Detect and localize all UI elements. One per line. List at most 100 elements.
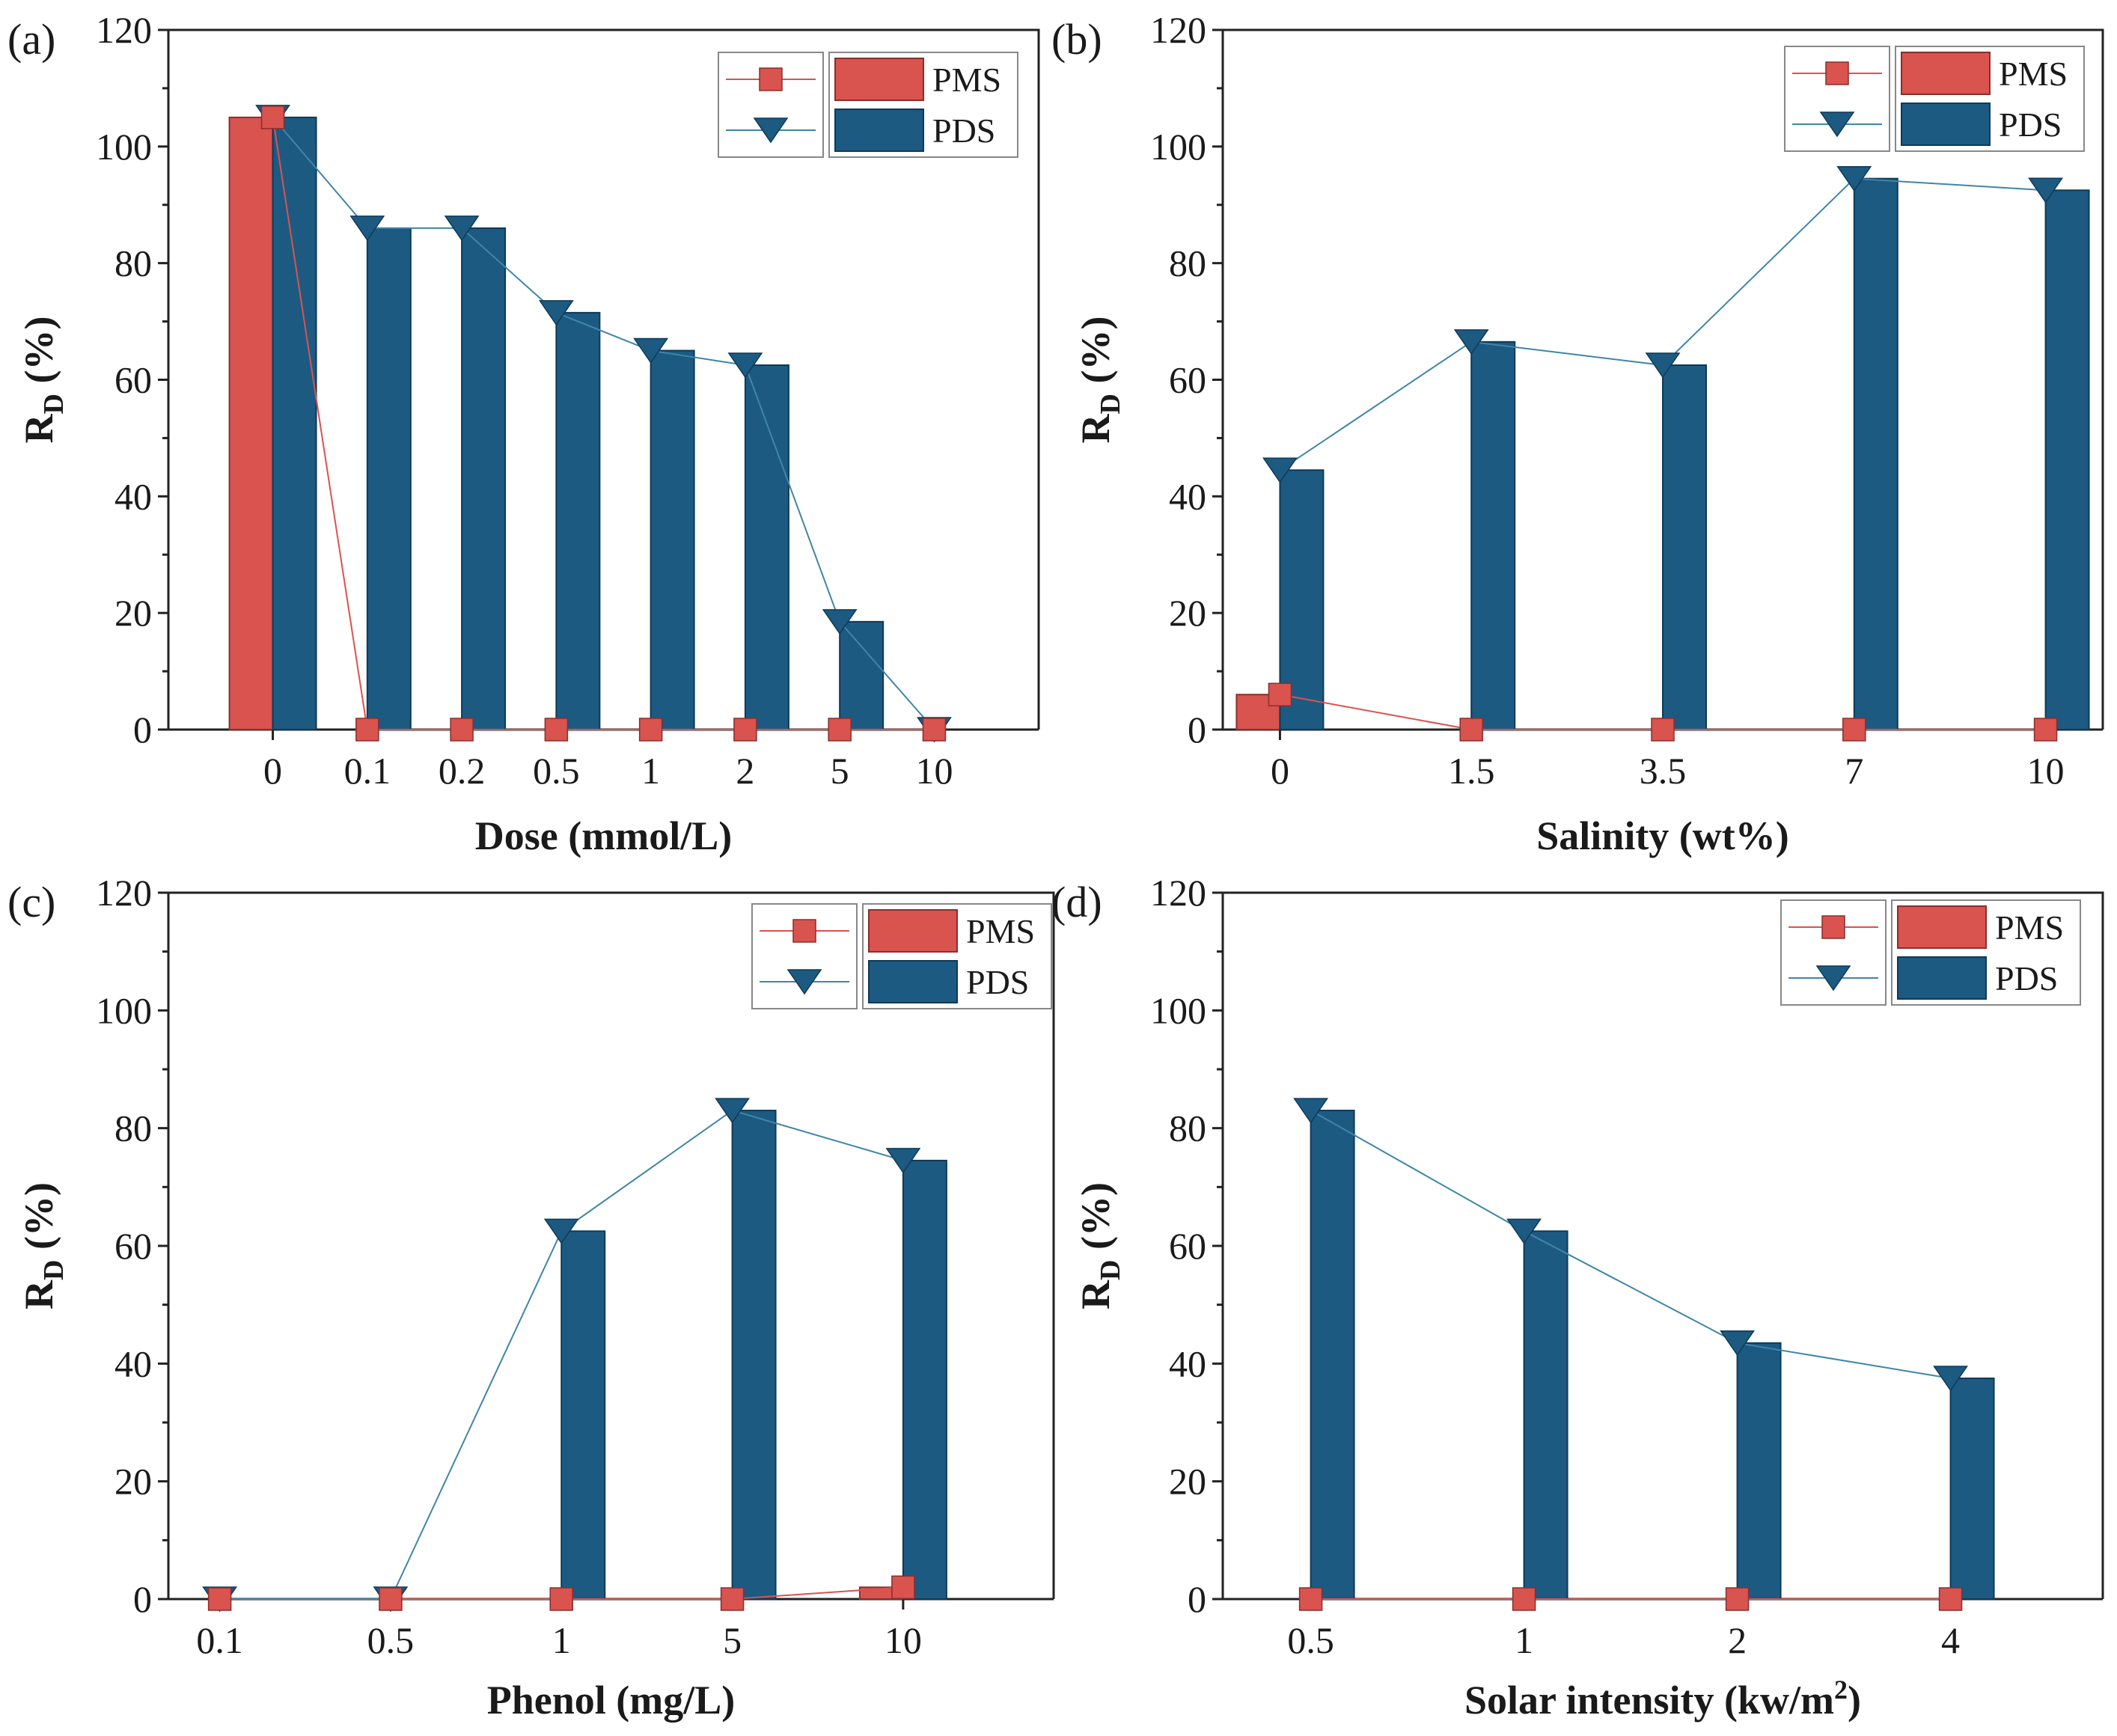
x-tick-label: 0.2	[439, 750, 486, 792]
pms-marker	[1298, 1587, 1323, 1611]
legend: PMS PDS	[751, 903, 1052, 1009]
y-tick-label: 0	[133, 1578, 152, 1620]
pds-bar	[839, 620, 885, 731]
y-tick-label: 0	[1188, 1578, 1206, 1620]
pds-marker	[1293, 1098, 1329, 1124]
pms-marker	[828, 718, 852, 742]
y-tick-label: 20	[1169, 1461, 1206, 1503]
pms-marker	[450, 718, 474, 742]
pds-bar	[1662, 364, 1707, 730]
pds-marker	[822, 609, 858, 635]
pds-bar	[1853, 177, 1898, 730]
x-axis-title: Salinity (wt%)	[1536, 813, 1789, 858]
y-tick-label: 20	[114, 1461, 152, 1503]
y-tick-label: 40	[114, 475, 152, 517]
x-tick-label: 1.5	[1448, 750, 1495, 792]
axis-frame-top-right	[168, 28, 1040, 730]
pms-marker	[1725, 1587, 1750, 1611]
pds-marker	[1453, 329, 1489, 355]
y-tick-label: 80	[1169, 1107, 1206, 1149]
pds-bar	[650, 349, 695, 730]
pds-marker	[727, 352, 763, 379]
legend-pds-label: PDS	[966, 963, 1029, 1001]
x-axis-title-text: Salinity (wt%)	[1536, 813, 1789, 858]
pds-bar	[272, 116, 317, 730]
legend-pms-swatch	[868, 909, 958, 953]
x-tick-label: 1	[552, 1619, 571, 1661]
y-axis-title-subscript: D	[1095, 1260, 1126, 1280]
x-axis-title-text: Solar intensity (kw/m	[1464, 1678, 1834, 1723]
legend-pms-swatch	[1901, 52, 1991, 95]
pds-marker	[1933, 1366, 1968, 1392]
y-tick-label: 60	[1169, 1225, 1206, 1267]
chart-panel: (b) 0 20 40 60 80 100 120 0 1.5 3.5 7 10 Salinity (wt…	[1051, 9, 2104, 858]
pds-bar	[1310, 1110, 1355, 1600]
pms-marker	[207, 1587, 232, 1611]
pds-marker	[715, 1098, 750, 1124]
x-tick-label: 5	[723, 1619, 742, 1661]
legend-pds-label: PDS	[1999, 106, 2062, 144]
y-tick-label: 120	[1150, 872, 1206, 914]
x-tick-label: 0.1	[344, 750, 391, 792]
pds-marker	[1836, 165, 1872, 192]
chart-panel: (a) 0 20 40 60 80 100 120 0 0.1 0.2 0.5 1 2 5 10 Dose (m…	[7, 9, 1040, 858]
y-tick-label: 120	[96, 9, 152, 51]
x-tick-label: 1	[1515, 1619, 1533, 1661]
pms-marker	[549, 1587, 574, 1611]
x-tick-label: 0	[263, 750, 282, 792]
legend-pds-marker	[753, 117, 789, 144]
pms-bar	[228, 116, 274, 730]
x-tick-label: 10	[885, 1619, 922, 1661]
pds-marker	[543, 1218, 579, 1244]
y-tick-label: 100	[96, 989, 152, 1031]
x-tick-label: 0.5	[1287, 1619, 1334, 1661]
pds-bar	[1523, 1230, 1568, 1601]
pds-line	[272, 117, 935, 730]
legend-pds-marker	[786, 969, 822, 995]
y-axis-title-main: R	[16, 413, 61, 443]
y-axis-title-unit: (%)	[16, 317, 61, 394]
pms-marker	[1268, 682, 1292, 706]
legend: PMS PDS	[1784, 46, 2085, 152]
axis-frame-top-right	[1223, 891, 2104, 1599]
y-axis-title-unit: (%)	[16, 1182, 61, 1259]
pds-bar	[1470, 340, 1516, 730]
pds-marker	[1262, 457, 1298, 483]
axis-frame-top-right	[168, 891, 1055, 1599]
x-tick-label: 5	[831, 750, 849, 792]
y-axis-title-unit: (%)	[1073, 1182, 1118, 1259]
y-tick-label: 80	[114, 242, 152, 284]
panel-tag: (a)	[7, 15, 55, 64]
legend: PMS PDS	[718, 52, 1018, 158]
legend-pms-marker	[792, 919, 816, 943]
legend-pds-swatch	[1901, 103, 1991, 146]
pds-marker	[1506, 1218, 1542, 1244]
pds-bar	[366, 227, 412, 730]
pms-line	[272, 117, 935, 730]
chart-panel: (d) 0 20 40 60 80 100 120 0.5 1 2 4 Solar intensity …	[1051, 872, 2104, 1723]
pds-bar	[1949, 1378, 1995, 1600]
axis-frame-top-right	[1223, 28, 2104, 730]
pds-bar	[560, 1230, 606, 1601]
x-axis-title-text: Dose (mmol/L)	[475, 813, 732, 858]
legend-pms-label: PMS	[966, 912, 1035, 950]
x-tick-label: 2	[736, 750, 754, 792]
y-tick-label: 80	[1169, 242, 1206, 284]
legend-pds-swatch	[1897, 956, 1987, 1000]
pds-bar	[1736, 1342, 1782, 1601]
y-axis-title-subscript: D	[38, 1260, 70, 1280]
panel-tag: (c)	[7, 878, 55, 926]
legend-pms-label: PMS	[932, 61, 1001, 99]
y-axis-title-main: R	[1073, 413, 1118, 443]
y-tick-label: 100	[1150, 126, 1206, 168]
pds-marker	[538, 300, 574, 326]
x-tick-label: 10	[915, 750, 953, 792]
y-tick-label: 100	[1150, 989, 1206, 1031]
y-tick-label: 60	[114, 1225, 152, 1267]
pds-bar	[744, 364, 789, 730]
y-tick-label: 60	[114, 359, 152, 401]
x-tick-label: 3.5	[1640, 750, 1687, 792]
x-axis-title-text: Phenol (mg/L)	[487, 1678, 736, 1723]
y-axis-title-main: R	[16, 1280, 61, 1309]
x-tick-label: 0.5	[367, 1619, 415, 1661]
